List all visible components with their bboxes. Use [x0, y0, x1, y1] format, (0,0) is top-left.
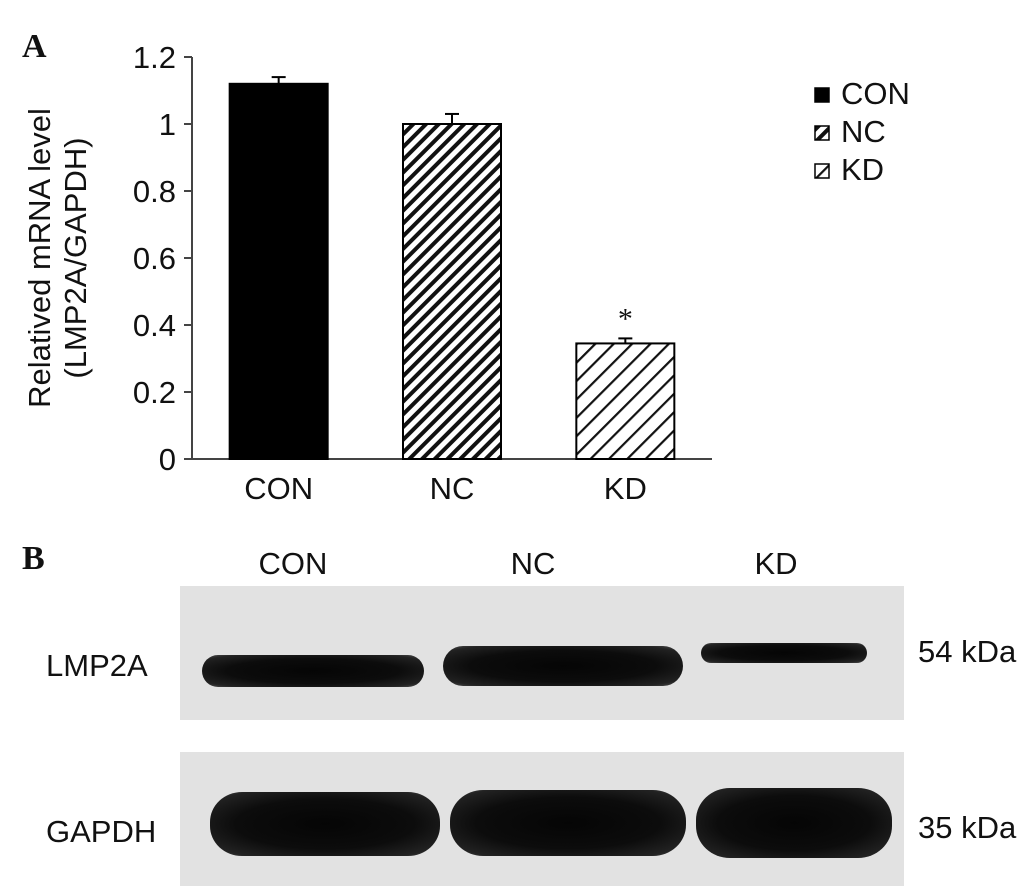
x-tick-label-con: CON	[244, 471, 313, 506]
bar-kd	[575, 342, 676, 460]
blot-size-marker-54kda: 54 kDa	[918, 634, 1017, 669]
panel-label-b: B	[22, 540, 45, 577]
blot-lane-label-nc: NC	[510, 546, 556, 581]
panel-label-a: A	[22, 28, 47, 65]
y-tick-label: 0.6	[133, 241, 176, 276]
x-tick-label-nc: NC	[430, 471, 475, 506]
blot-band-gapdh-kd	[696, 788, 892, 858]
y-tick-label: 0.2	[133, 375, 176, 410]
blot-row-label-lmp2a: LMP2A	[46, 648, 148, 683]
legend-label-con: CON	[841, 76, 910, 111]
blot-lane-label-kd: KD	[754, 546, 798, 581]
legend-swatch-kd	[814, 163, 830, 179]
y-axis-label-line: (LMP2A/GAPDH)	[58, 137, 93, 378]
blot-band-lmp2a-kd	[701, 643, 867, 663]
y-tick-label: 0	[159, 442, 176, 477]
y-axis-label: Relatived mRNA level(LMP2A/GAPDH)	[22, 108, 93, 408]
y-tick-label: 1	[159, 107, 176, 142]
bar-chart: 0 0.2 0.4 0.6 0.8 1 1.2 Relatived mRNA level(LM…	[22, 40, 910, 506]
legend-swatch-con	[814, 87, 830, 103]
blot-size-marker-35kda: 35 kDa	[918, 810, 1017, 845]
blot-lane-label-con: CON	[258, 546, 328, 581]
significance-marker: *	[618, 302, 633, 335]
blot-row-label-gapdh: GAPDH	[46, 814, 157, 849]
y-tick-label: 0.4	[133, 308, 176, 343]
blot-band-gapdh-con	[210, 792, 440, 856]
blot-band-lmp2a-nc	[443, 646, 683, 686]
blot-band-gapdh-nc	[450, 790, 686, 856]
legend-label-kd: KD	[841, 152, 884, 187]
x-tick-label-kd: KD	[604, 471, 647, 506]
y-tick-label: 1.2	[133, 40, 176, 75]
blot-band-lmp2a-con	[202, 655, 424, 687]
bar-nc	[402, 123, 502, 460]
y-axis-label-line: Relatived mRNA level	[22, 108, 57, 408]
legend-label-nc: NC	[841, 114, 886, 149]
legend-swatch-nc	[814, 125, 830, 141]
y-tick-label: 0.8	[133, 174, 176, 209]
blot-membrane-lmp2a	[180, 586, 904, 720]
bar-con	[228, 82, 329, 461]
blot-membrane-gapdh	[180, 752, 904, 886]
